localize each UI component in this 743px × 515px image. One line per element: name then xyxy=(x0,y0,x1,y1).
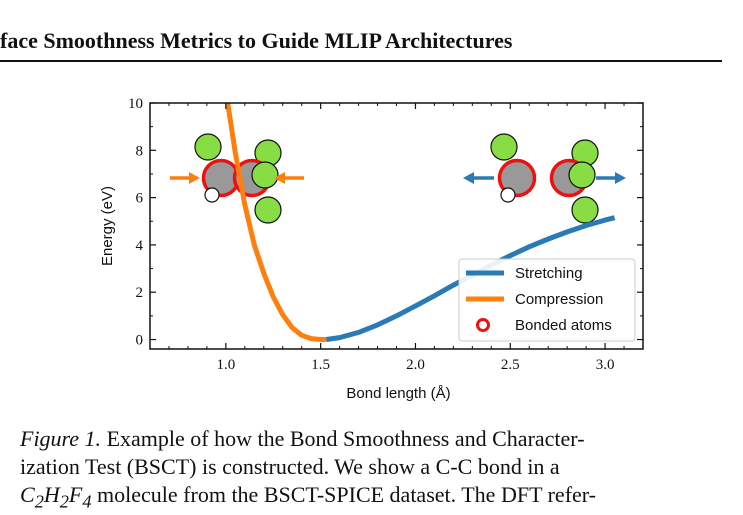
fluorine-atom-icon xyxy=(571,196,599,224)
fluorine-atom-icon xyxy=(194,133,222,161)
fluorine-atom-icon xyxy=(254,196,282,224)
caption-text-3: molecule from the BSCT-SPICE dataset. Th… xyxy=(91,482,596,507)
arrow-left-icon xyxy=(274,172,304,184)
fluorine-atom-icon xyxy=(568,161,596,189)
molecule-illustrations xyxy=(170,133,626,224)
legend-label: Compression xyxy=(515,291,603,308)
arrow-right-icon xyxy=(596,172,626,184)
header-rule xyxy=(0,60,722,62)
chart-legend: Stretching Compression Bonded atoms xyxy=(458,258,636,342)
hydrogen-atom-icon xyxy=(500,187,516,203)
caption-formula: C2H2F4 xyxy=(20,482,92,512)
molecule-stretched xyxy=(490,133,599,224)
y-tick-label: 4 xyxy=(136,238,144,254)
arrow-left-icon xyxy=(463,172,494,184)
y-tick-label: 10 xyxy=(128,96,143,112)
y-tick-label: 8 xyxy=(136,143,144,159)
legend-label: Bonded atoms xyxy=(515,317,612,334)
caption-label: Figure 1. xyxy=(20,426,102,451)
hydrogen-atom-icon xyxy=(204,187,220,203)
caption-text-1: Example of how the Bond Smoothness and C… xyxy=(101,426,585,451)
x-tick-label: 3.0 xyxy=(596,357,615,373)
legend-label: Stretching xyxy=(515,265,583,282)
fluorine-atom-icon xyxy=(490,133,518,161)
running-header: face Smoothness Metrics to Guide MLIP Ar… xyxy=(0,28,513,53)
carbon-atom-icon xyxy=(497,158,537,198)
figure-caption: Figure 1. Example of how the Bond Smooth… xyxy=(20,425,722,515)
y-tick-label: 2 xyxy=(136,285,144,301)
fluorine-atom-icon xyxy=(251,161,279,189)
caption-text-2: ization Test (BSCT) is constructed. We s… xyxy=(20,454,560,479)
y-tick-label: 0 xyxy=(136,333,144,349)
x-tick-label: 1.5 xyxy=(311,357,330,373)
arrow-right-icon xyxy=(170,172,200,184)
series-line-compression xyxy=(225,103,327,342)
y-axis-label: Energy (eV) xyxy=(99,186,116,266)
chart-axes: 1.0 1.5 2.0 2.5 3.0 0 2 4 6 8 10 Bond length (Å) Ene… xyxy=(99,96,644,402)
legend-box xyxy=(458,258,636,342)
figure-chart: 1.0 1.5 2.0 2.5 3.0 0 2 4 6 8 10 Bond length (Å) Ene… xyxy=(99,96,644,402)
x-axis-label: Bond length (Å) xyxy=(346,385,450,402)
y-tick-label: 6 xyxy=(136,191,144,207)
x-tick-label: 2.0 xyxy=(406,357,425,373)
legend-marker-bonded-atoms xyxy=(476,318,490,332)
x-tick-label: 2.5 xyxy=(501,357,520,373)
x-tick-label: 1.0 xyxy=(216,357,235,373)
